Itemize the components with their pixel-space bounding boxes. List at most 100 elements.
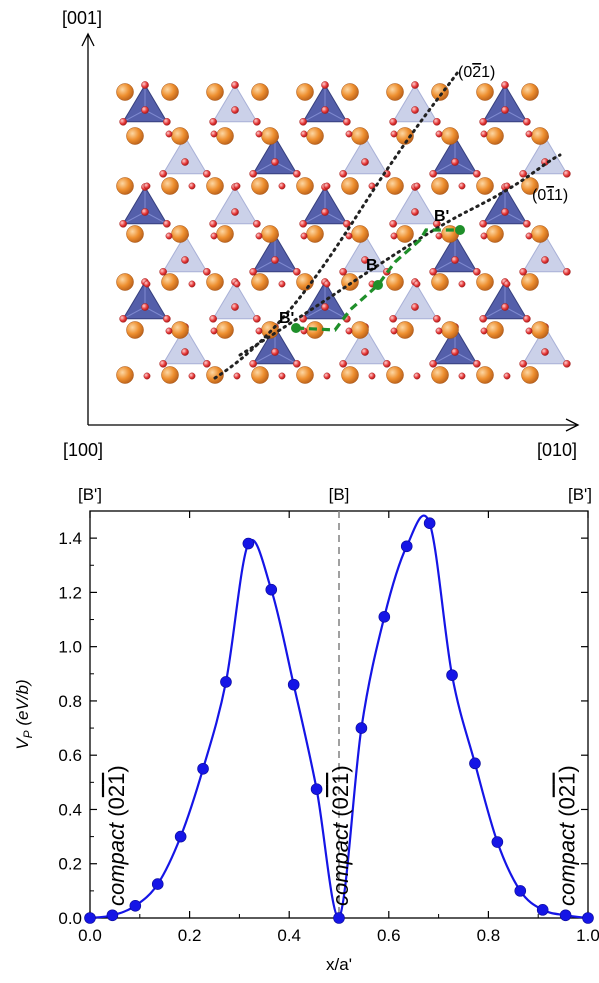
oxygen-atom	[165, 327, 173, 335]
oxygen-atom	[368, 372, 376, 380]
oxygen-atom	[501, 208, 509, 216]
oxygen-atom	[480, 232, 488, 240]
site-label-b-prime-lower: B'	[279, 310, 294, 327]
oxygen-atom	[141, 303, 149, 311]
data-point	[514, 885, 527, 897]
tetrahedron-edge	[454, 351, 478, 365]
oxygen-atom	[255, 327, 263, 335]
oxygen-atom	[389, 219, 397, 228]
oxygen-atom	[278, 280, 286, 288]
oxygen-atom	[278, 372, 286, 380]
cation-atom	[486, 225, 504, 243]
oxygen-atom	[389, 118, 397, 126]
y-axis-label: VP (eV/b)	[13, 679, 35, 749]
cation-atom	[476, 177, 494, 195]
cation-atom	[486, 127, 504, 145]
tetrahedron-light	[342, 234, 388, 273]
oxygen-atom	[293, 359, 301, 368]
oxygen-atom	[473, 359, 481, 368]
data-point	[536, 904, 549, 916]
x-tick-label: 0.4	[277, 926, 301, 945]
data-point	[559, 909, 572, 922]
tetrahedron-edge	[252, 259, 276, 273]
cation-atom	[126, 321, 144, 339]
tetrahedron-light	[162, 234, 208, 273]
energy-profile-panel: 0.0 0.2 0.4 0.6 0.8 1.0 0.0 0.2 0.4 0.6 0.8 1.0 1.2 1…	[13, 485, 599, 974]
cation-atom	[216, 127, 234, 145]
oxygen-atom	[501, 303, 509, 311]
oxygen-atom	[343, 219, 351, 228]
oxygen-atom	[411, 81, 419, 89]
site-label-b-prime-upper: B'	[434, 208, 449, 225]
oxygen-atom	[321, 208, 329, 216]
tetrahedron-edge	[274, 351, 298, 365]
cation-atom	[341, 83, 359, 101]
oxygen-atom	[119, 314, 127, 323]
tetrahedron-edge	[504, 109, 528, 123]
oxygen-atom	[435, 327, 443, 335]
top-site-label: [B']	[568, 485, 592, 504]
cation-atom	[341, 177, 359, 195]
cation-atom	[386, 366, 404, 384]
oxygen-atom	[339, 169, 347, 178]
oxygen-atom	[390, 232, 398, 240]
oxygen-atom	[503, 372, 511, 380]
tetrahedron-edge	[122, 109, 146, 123]
tetrahedron-light	[522, 326, 568, 365]
oxygen-atom	[119, 219, 127, 228]
tetrahedron-edge	[302, 109, 326, 123]
compact-annotation: compact (021)	[104, 765, 129, 906]
cation-atom	[171, 225, 189, 243]
y-tick-label: 0.2	[58, 855, 82, 874]
y-tick-label: 1.2	[58, 583, 82, 602]
migration-path	[295, 228, 460, 332]
data-point	[84, 912, 96, 924]
data-point	[106, 909, 119, 922]
oxygen-atom	[231, 303, 239, 311]
oxygen-atom	[458, 372, 466, 380]
cation-atom	[306, 225, 324, 243]
oxygen-atom	[473, 267, 481, 276]
oxygen-atom	[255, 232, 263, 240]
top-site-label: [B]	[329, 485, 350, 504]
cation-atom	[441, 321, 459, 339]
tetrahedron-edge	[302, 306, 326, 320]
tetrahedron-light	[212, 186, 258, 225]
oxygen-atom	[361, 158, 369, 166]
cation-atom	[161, 177, 179, 195]
oxygen-atom	[165, 232, 173, 240]
oxygen-atom	[203, 359, 211, 368]
y-tick-label: 1.4	[58, 529, 82, 548]
tetrahedron-edge	[454, 259, 478, 273]
oxygen-atom	[321, 303, 329, 311]
oxygen-atom	[541, 256, 549, 264]
oxygen-atom	[299, 118, 307, 126]
cation-atom	[431, 83, 449, 101]
cation-atom	[396, 225, 414, 243]
tetrahedron-edge	[252, 351, 276, 365]
data-point	[446, 669, 458, 681]
data-point	[242, 537, 255, 550]
oxygen-atom	[345, 327, 353, 335]
oxygen-atom	[519, 359, 527, 368]
oxygen-atom	[231, 106, 239, 114]
cation-atom	[431, 177, 449, 195]
oxygen-atom	[390, 130, 398, 138]
tetrahedron-edge	[252, 161, 276, 175]
path-node-lower	[291, 323, 301, 333]
oxygen-atom	[525, 232, 533, 240]
oxygen-atom	[429, 267, 437, 276]
oxygen-atom	[411, 303, 419, 311]
oxygen-atom	[563, 267, 571, 276]
cation-atom	[486, 321, 504, 339]
plane-011-line	[238, 153, 562, 357]
tetrahedron-light	[162, 326, 208, 365]
x-tick-label: 0.0	[78, 926, 102, 945]
data-point	[333, 912, 345, 924]
oxygen-atom	[233, 280, 241, 288]
data-point	[400, 540, 413, 553]
x-tick-label: 0.2	[178, 926, 202, 945]
tetrahedron-light	[342, 326, 388, 365]
oxygen-atom	[563, 359, 571, 368]
cation-atom	[161, 366, 179, 384]
